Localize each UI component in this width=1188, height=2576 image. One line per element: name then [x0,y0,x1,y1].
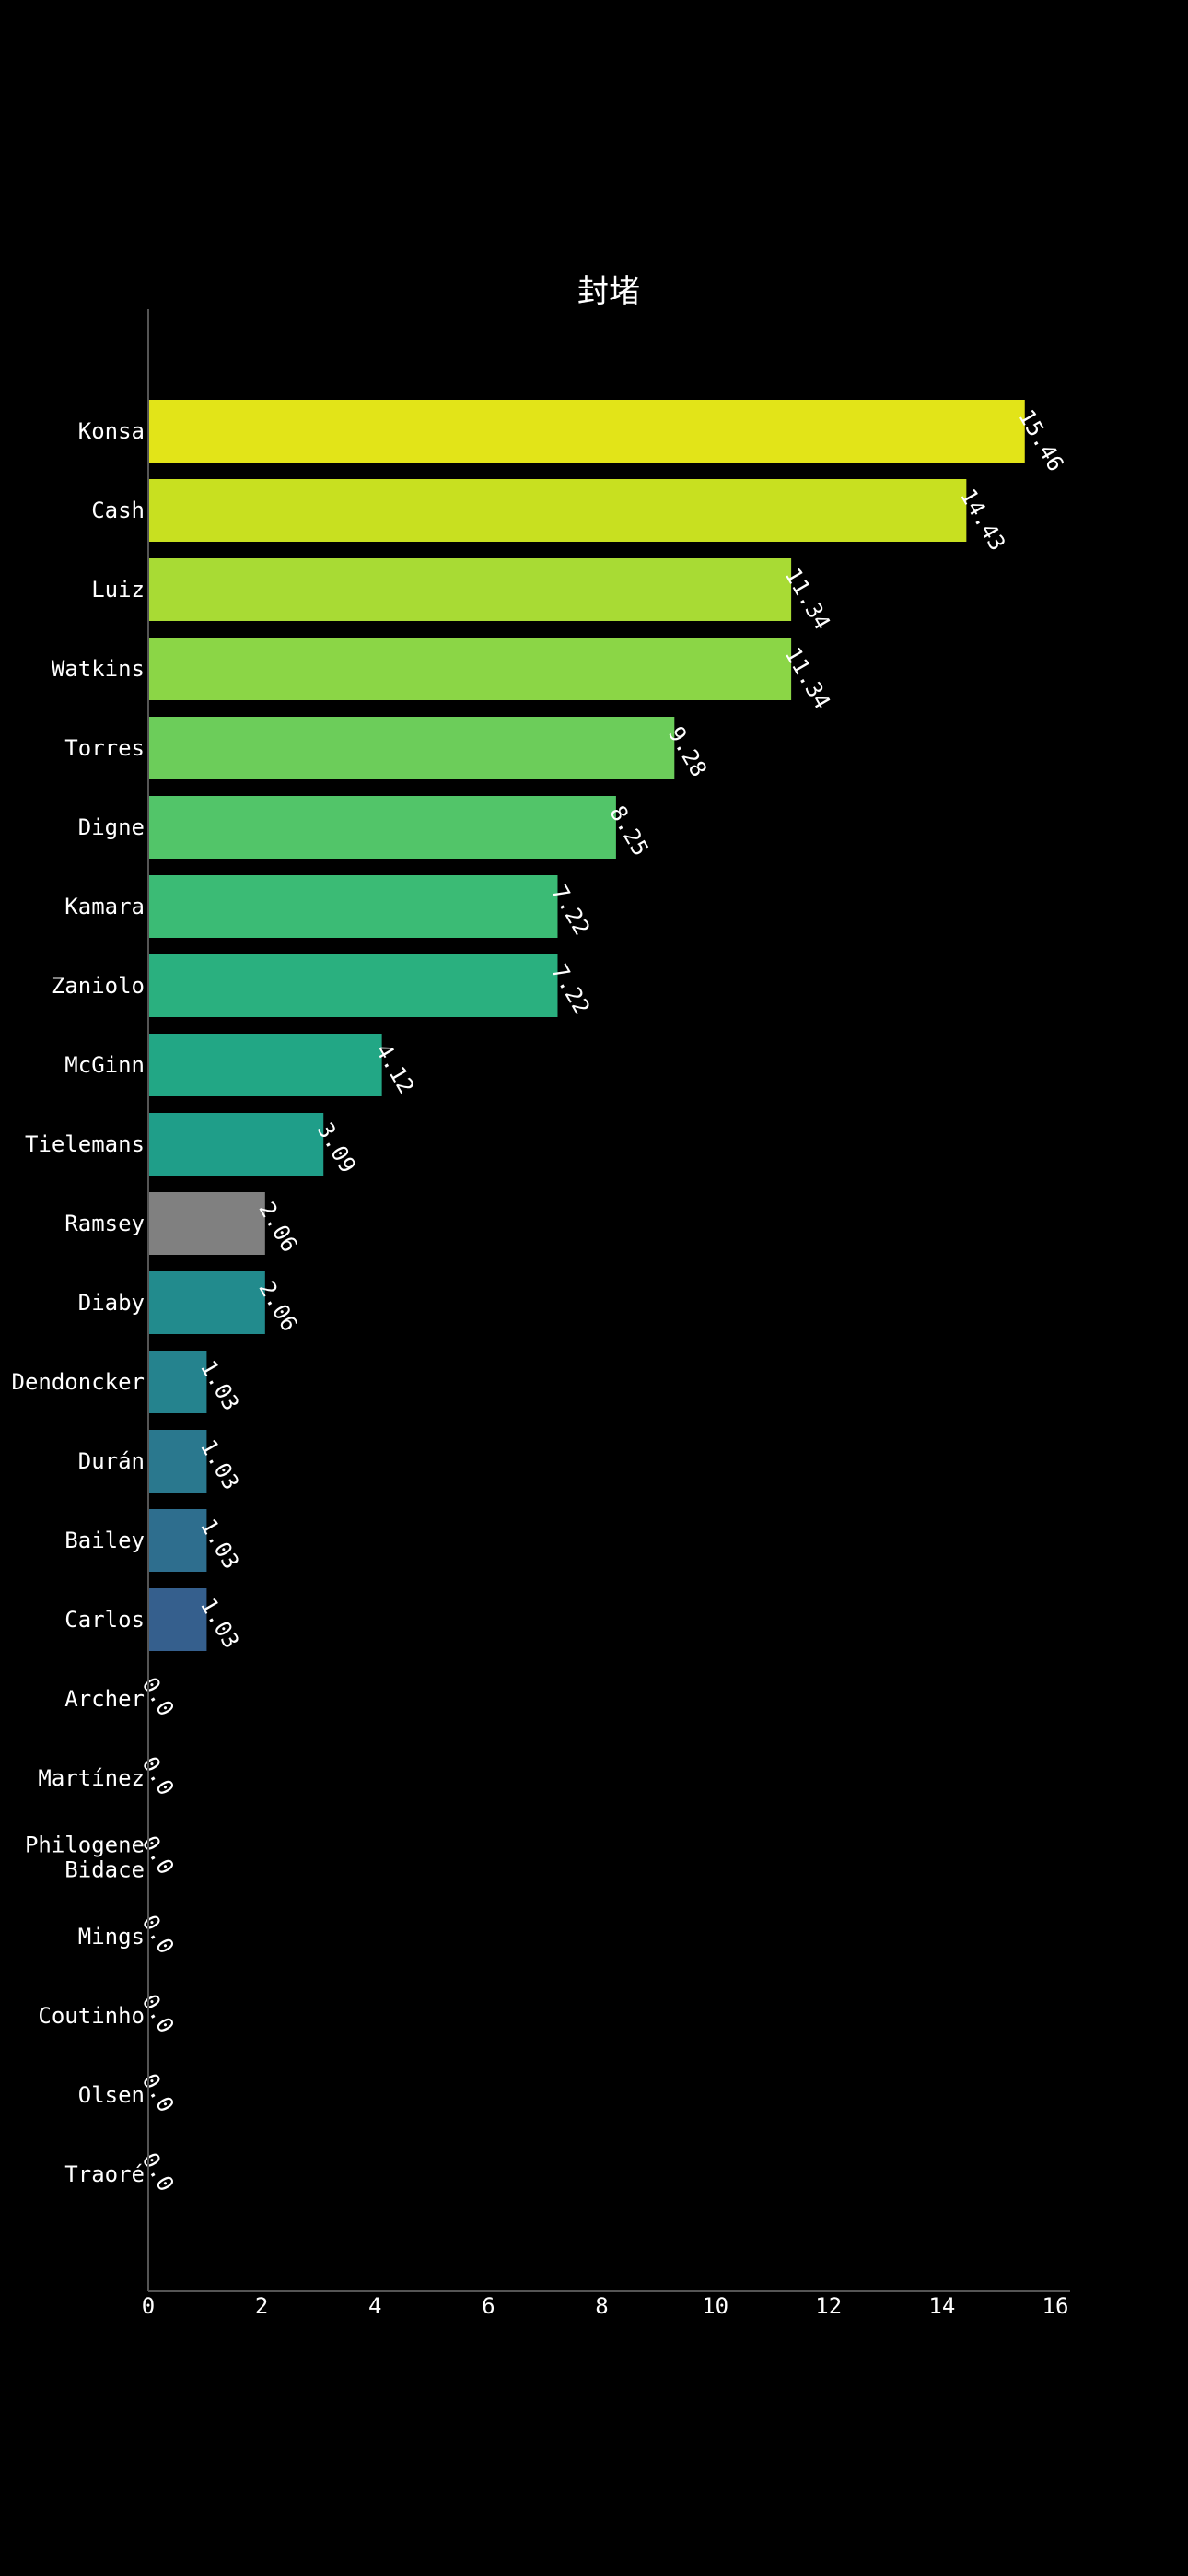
bar [148,1588,207,1651]
category-label: Durán [78,1448,145,1474]
category-label: Digne [78,814,145,840]
x-tick-label: 16 [1042,2293,1069,2319]
value-label: 0.0 [137,2069,180,2117]
bar [148,558,792,621]
value-label: 0.0 [137,2149,180,2196]
category-label: Mings [78,1924,145,1950]
category-label: Ramsey [64,1211,145,1236]
x-tick-label: 4 [368,2293,381,2319]
category-label: Kamara [64,894,145,919]
category-label: Watkins [52,656,145,682]
category-label: Philogene Bidace [25,1832,145,1883]
category-label: Martínez [38,1765,145,1791]
category-label: McGinn [64,1052,145,1078]
bar [148,1509,207,1572]
bar [148,1430,207,1493]
bar [148,875,558,938]
category-label: Luiz [91,577,145,603]
x-tick-label: 14 [928,2293,955,2319]
category-label: Traoré [64,2161,145,2187]
value-label: 0.0 [137,1990,180,2038]
x-tick-label: 6 [482,2293,495,2319]
category-label: Tielemans [25,1131,145,1157]
bar [148,638,792,700]
bar [148,717,675,779]
value-label: 0.0 [137,1911,180,1959]
x-tick-label: 12 [815,2293,842,2319]
category-label: Coutinho [38,2003,145,2029]
category-label: Konsa [78,418,145,444]
category-label: Torres [64,735,145,761]
category-label: Carlos [64,1607,145,1633]
bar [148,954,558,1017]
chart-title: 封堵 [577,274,640,310]
x-tick-label: 8 [595,2293,608,2319]
bar [148,1192,265,1255]
bar [148,1271,265,1334]
bar [148,1034,382,1096]
bar [148,400,1025,463]
bars-group [148,400,1025,1651]
category-label: Diaby [78,1290,145,1316]
x-tick-label: 10 [702,2293,728,2319]
value-label: 0.0 [137,1752,180,1800]
category-label: Archer [64,1686,145,1712]
category-labels: Konsa Cash Luiz Watkins Torres Digne Kamara Zan… [12,418,146,2187]
category-label: Dendoncker [12,1369,146,1395]
category-label: Cash [91,498,145,523]
category-label: Bailey [64,1528,145,1553]
bar [148,796,616,859]
value-label: 0.0 [137,1673,180,1721]
bar [148,1351,207,1413]
bar [148,1113,324,1176]
x-tick-label: 2 [255,2293,268,2319]
bar [148,479,967,542]
category-label: Olsen [78,2082,145,2108]
category-label: Zaniolo [52,973,145,999]
x-axis-ticks: 0 2 4 6 8 10 12 14 16 [142,2293,1069,2319]
x-tick-label: 0 [142,2293,155,2319]
